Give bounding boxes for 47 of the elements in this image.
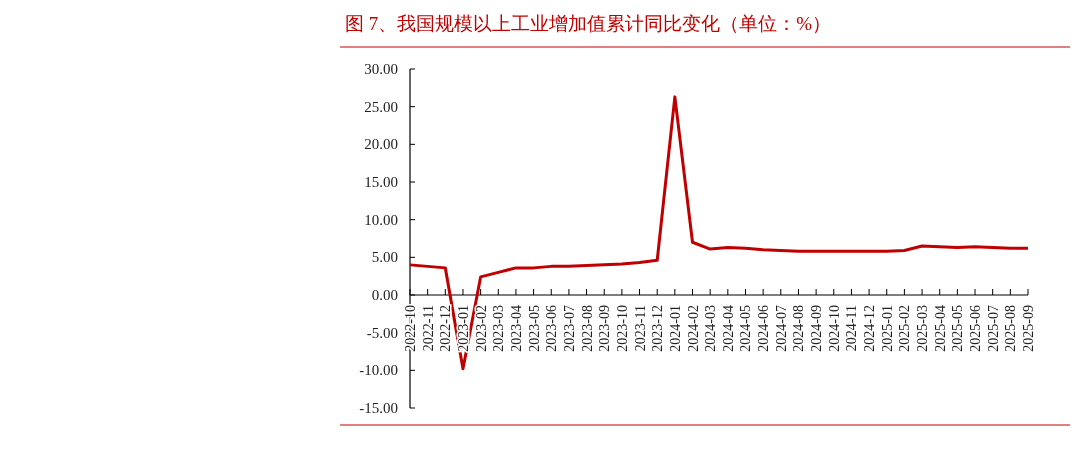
x-tick-label: 2024-08: [791, 305, 807, 352]
x-tick-label: 2023-03: [491, 305, 507, 352]
x-tick-label: 2025-01: [879, 305, 895, 352]
x-tick-label: 2023-06: [544, 305, 560, 352]
x-tick-label: 2023-12: [650, 305, 666, 352]
y-tick-label: 15.00: [364, 174, 398, 190]
x-tick-label: 2023-11: [632, 305, 648, 352]
x-tick-label: 2024-01: [667, 305, 683, 352]
x-tick-label: 2023-05: [526, 305, 542, 352]
y-tick-label: 10.00: [364, 211, 398, 228]
x-tick-label: 2025-06: [968, 305, 984, 352]
x-tick-label: 2023-09: [597, 305, 613, 352]
title: 图 7、我国规模以上工业增加值累计同比变化（单位：%）: [345, 13, 832, 34]
y-tick-label: 0.00: [371, 287, 398, 303]
x-tick-label: 2024-06: [756, 305, 772, 352]
x-tick-label: 2024-10: [826, 305, 842, 352]
x-tick-label: 2022-12: [438, 305, 454, 352]
x-tick-label: 2024-04: [720, 305, 736, 352]
x-tick-label: 2024-09: [809, 305, 825, 352]
y-tick-label: 20.00: [364, 136, 398, 153]
x-tick-label: 2023-04: [508, 305, 524, 352]
y-tick-label: -5.00: [366, 324, 398, 341]
x-tick-label: 2022-10: [403, 305, 418, 352]
x-tick-label: 2024-03: [703, 305, 719, 352]
y-tick-label: -10.00: [359, 362, 398, 379]
y-tick-label: 5.00: [371, 249, 398, 266]
x-tick-label: 2023-08: [579, 305, 595, 352]
y-tick-label: 25.00: [364, 98, 398, 115]
x-tick-label: 2025-04: [932, 305, 948, 352]
x-tick-label: 2025-08: [1003, 305, 1019, 352]
x-tick-label: 2025-09: [1021, 305, 1036, 352]
x-tick-label: 2025-02: [897, 305, 913, 352]
y-tick-label: 30.00: [364, 61, 398, 77]
x-tick-label: 2023-01: [455, 305, 471, 352]
y-tick-label: -15.00: [359, 400, 398, 416]
x-tick-label: 2024-05: [738, 305, 754, 352]
x-tick-label: 2023-10: [614, 305, 630, 352]
x-tick-label: 2024-11: [844, 305, 860, 352]
x-tick-label: 2025-03: [915, 305, 931, 352]
x-tick-label: 2023-07: [561, 305, 577, 352]
x-tick-label: 2025-05: [950, 305, 966, 352]
x-tick-label: 2024-02: [685, 305, 701, 352]
x-tick-label: 2025-07: [985, 305, 1001, 352]
x-tick-label: 2024-12: [862, 305, 878, 352]
x-tick-label: 2023-02: [473, 305, 489, 352]
x-tick-label: 2024-07: [773, 305, 789, 352]
x-tick-label: 2022-11: [420, 305, 436, 352]
